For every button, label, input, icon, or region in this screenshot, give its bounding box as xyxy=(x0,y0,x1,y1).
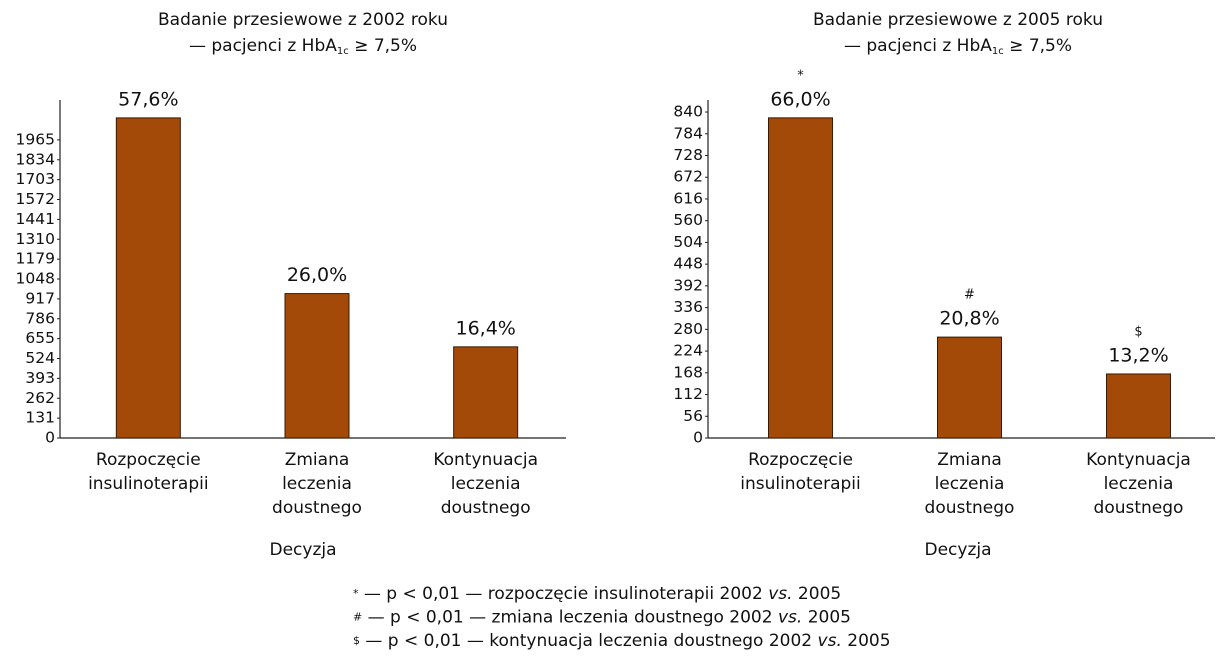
y-tick-label: 524 xyxy=(25,349,55,367)
bar-label: 13,2% xyxy=(1108,344,1168,366)
chart-subtitle: — pacjenci z HbA1c ≥ 7,5% xyxy=(844,36,1072,57)
y-tick-label: 784 xyxy=(673,124,703,142)
x-tick-label: Kontynuacja xyxy=(1086,450,1191,470)
y-tick-label: 224 xyxy=(673,342,703,360)
footnote-part: # xyxy=(353,611,362,624)
footnote-part: vs. xyxy=(778,608,802,628)
bar-label: 20,8% xyxy=(939,308,999,330)
bar-label: 16,4% xyxy=(455,317,515,339)
y-tick-label: 560 xyxy=(673,211,703,229)
subtitle-part: ≥ 7,5% xyxy=(1004,36,1072,56)
x-axis-label: Decyzja xyxy=(269,540,336,560)
significance-mark: * xyxy=(797,68,804,83)
x-tick-label: Rozpoczęcie xyxy=(748,450,853,470)
x-tick-label: leczenia xyxy=(935,474,1005,494)
bar xyxy=(284,293,350,439)
y-tick-label: 1310 xyxy=(16,230,55,248)
footnote-part: 2005 xyxy=(793,584,842,604)
footnote-part: vs. xyxy=(768,584,792,604)
y-tick-label: 56 xyxy=(683,407,703,425)
x-tick-label: leczenia xyxy=(282,474,352,494)
bar-label: 26,0% xyxy=(287,264,347,286)
y-tick-label: 1572 xyxy=(16,190,55,208)
footnote: * — p < 0,01 — rozpoczęcie insulinoterap… xyxy=(353,584,841,604)
bar xyxy=(453,346,519,439)
bar-label: 66,0% xyxy=(770,88,830,110)
y-tick-label: 392 xyxy=(673,276,703,294)
footnote-part: — p < 0,01 — zmiana leczenia doustnego 2… xyxy=(362,608,778,628)
chart-subtitle: — pacjenci z HbA1c ≥ 7,5% xyxy=(189,36,417,57)
y-tick-label: 1703 xyxy=(16,170,55,188)
y-tick-label: 655 xyxy=(25,329,55,347)
y-tick-label: 0 xyxy=(693,429,703,447)
subtitle-part: — pacjenci z HbA xyxy=(844,36,992,56)
x-tick-label: Zmiana xyxy=(285,450,350,470)
bar xyxy=(1106,373,1171,439)
bar xyxy=(768,117,833,439)
x-tick-label: doustnego xyxy=(1094,498,1184,518)
y-tick-label: 728 xyxy=(673,146,703,164)
subtitle-part: 1c xyxy=(337,46,349,57)
footnote-part: 2005 xyxy=(842,631,891,651)
footnote: # — p < 0,01 — zmiana leczenia doustnego… xyxy=(353,608,851,628)
x-tick-label: leczenia xyxy=(1104,474,1174,494)
y-tick-label: 448 xyxy=(673,255,703,273)
footnote-part: $ xyxy=(353,634,360,647)
significance-mark: # xyxy=(964,288,975,303)
y-tick-label: 262 xyxy=(25,389,55,407)
y-tick-label: 917 xyxy=(25,289,55,307)
y-tick-label: 1441 xyxy=(16,210,55,228)
footnote-part: — p < 0,01 — kontynuacja leczenia doustn… xyxy=(360,631,818,651)
y-tick-label: 786 xyxy=(25,309,55,327)
x-tick-label: doustnego xyxy=(272,498,362,518)
x-tick-label: leczenia xyxy=(451,474,521,494)
x-tick-label: Kontynuacja xyxy=(433,450,538,470)
x-axis-label: Decyzja xyxy=(924,540,991,560)
x-tick-label: insulinoterapii xyxy=(88,474,209,494)
bar-label: 57,6% xyxy=(118,88,178,110)
y-tick-label: 168 xyxy=(673,363,703,381)
y-tick-label: 840 xyxy=(673,103,703,121)
y-tick-label: 0 xyxy=(45,429,55,447)
y-tick-label: 112 xyxy=(673,385,703,403)
footnote-part: — p < 0,01 — rozpoczęcie insulinoterapii… xyxy=(359,584,769,604)
x-tick-label: doustnego xyxy=(441,498,531,518)
chart-title: Badanie przesiewowe z 2002 roku xyxy=(158,10,448,30)
y-tick-label: 336 xyxy=(673,298,703,316)
y-tick-label: 393 xyxy=(25,369,55,387)
y-tick-label: 280 xyxy=(673,320,703,338)
footnote: $ — p < 0,01 — kontynuacja leczenia dous… xyxy=(353,631,891,651)
chart-title: Badanie przesiewowe z 2005 roku xyxy=(813,10,1103,30)
subtitle-part: 1c xyxy=(992,46,1004,57)
y-tick-label: 1834 xyxy=(16,150,55,168)
y-tick-label: 1965 xyxy=(16,130,55,148)
y-tick-label: 616 xyxy=(673,189,703,207)
footnote-part: vs. xyxy=(818,631,842,651)
subtitle-part: ≥ 7,5% xyxy=(349,36,417,56)
y-tick-label: 672 xyxy=(673,168,703,186)
y-tick-label: 504 xyxy=(673,233,703,251)
subtitle-part: — pacjenci z HbA xyxy=(189,36,337,56)
x-tick-label: Rozpoczęcie xyxy=(96,450,201,470)
y-tick-label: 1179 xyxy=(16,250,55,268)
significance-mark: $ xyxy=(1134,324,1142,339)
bar xyxy=(115,117,181,439)
x-tick-label: doustnego xyxy=(925,498,1015,518)
x-tick-label: Zmiana xyxy=(937,450,1002,470)
footnote-part: 2005 xyxy=(802,608,851,628)
y-tick-label: 1048 xyxy=(16,270,55,288)
x-tick-label: insulinoterapii xyxy=(740,474,861,494)
bar xyxy=(937,336,1002,439)
footnote-part: * xyxy=(353,587,359,600)
y-tick-label: 131 xyxy=(25,409,55,427)
